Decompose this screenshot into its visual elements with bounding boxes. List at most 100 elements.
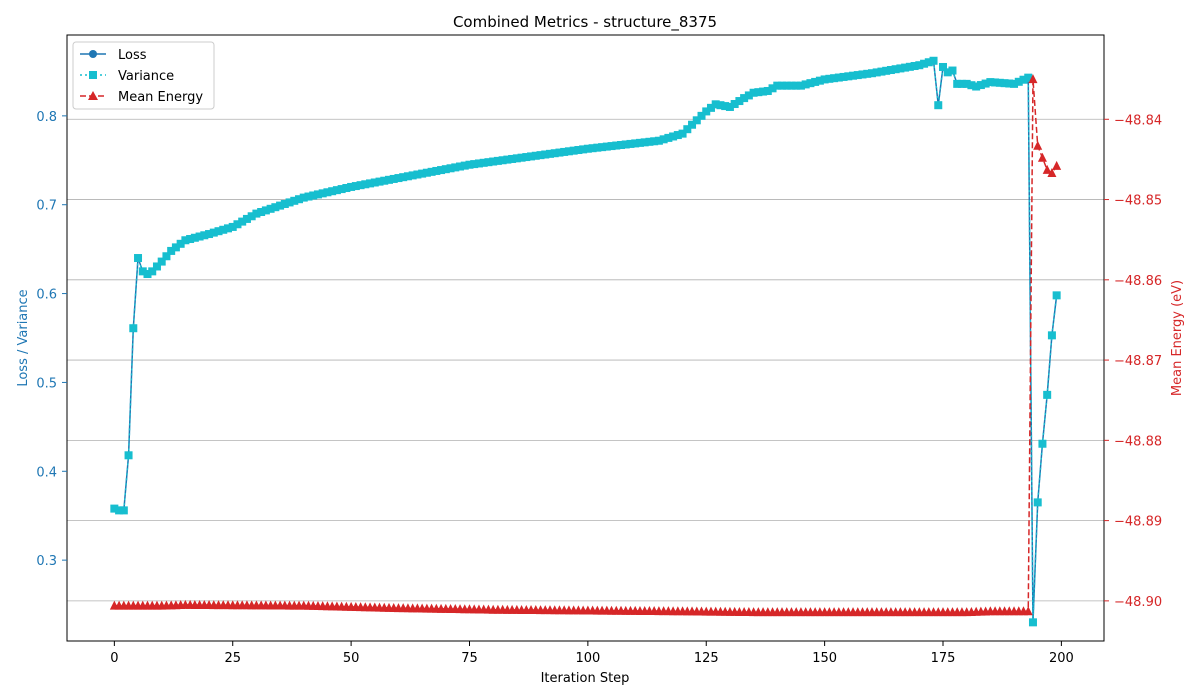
variance-point-94 (555, 148, 564, 157)
x-tick-label-2: 50 (343, 651, 360, 666)
legend-item-loss: Loss (80, 48, 147, 63)
legend-item-variance: Variance (80, 69, 174, 84)
variance-point-36 (280, 200, 289, 209)
mean-energy-point-199 (1052, 160, 1062, 170)
variance-point-56 (375, 177, 384, 186)
variance-point-44 (318, 189, 327, 198)
variance-point-115 (654, 136, 663, 145)
variance-point-89 (531, 151, 540, 160)
variance-point-27 (238, 217, 247, 226)
variance-point-103 (598, 143, 607, 152)
variance-point-52 (356, 181, 365, 190)
variance-point-108 (621, 140, 630, 149)
variance-point-68 (432, 166, 441, 175)
variance-point-189 (1005, 79, 1014, 88)
variance-point-166 (896, 64, 905, 73)
y-left-tick-label-5: 0.8 (36, 110, 57, 125)
variance-point-33 (266, 204, 275, 213)
variance-point-126 (706, 103, 715, 112)
variance-point-22 (214, 227, 223, 236)
variance-point-96 (564, 147, 573, 156)
variance-point-198 (1047, 331, 1056, 340)
variance-point-134 (744, 91, 753, 100)
legend-variance-label: Variance (118, 69, 174, 84)
variance-point-92 (545, 149, 554, 158)
variance-point-156 (849, 71, 858, 80)
variance-point-173 (929, 56, 938, 65)
variance-point-181 (967, 81, 976, 90)
variance-point-60 (394, 174, 403, 183)
variance-point-28 (242, 214, 251, 223)
variance-point-91 (541, 150, 550, 159)
legend-energy-label: Mean Energy (118, 90, 203, 105)
variance-point-42 (309, 191, 318, 200)
variance-point-107 (617, 141, 626, 150)
variance-point-70 (441, 165, 450, 174)
variance-point-111 (635, 138, 644, 147)
y-right-tick-label-3: −48.87 (1114, 354, 1162, 369)
variance-point-58 (384, 175, 393, 184)
x-axis-label: Iteration Step (541, 671, 630, 686)
variance-point-163 (882, 66, 891, 75)
variance-point-71 (446, 164, 455, 173)
variance-point-196 (1038, 439, 1047, 448)
y-axis-right-label: Mean Energy (eV) (1170, 280, 1185, 396)
legend-loss-marker (89, 50, 97, 58)
mean-energy-point-198 (1047, 168, 1057, 178)
variance-point-66 (422, 168, 431, 177)
variance-point-17 (190, 233, 199, 242)
variance-point-54 (366, 179, 375, 188)
variance-point-180 (962, 79, 971, 88)
variance-point-37 (285, 198, 294, 207)
series-markers (109, 56, 1062, 627)
variance-point-19 (200, 231, 209, 240)
variance-point-25 (228, 222, 237, 231)
variance-point-112 (640, 138, 649, 147)
variance-point-1 (115, 506, 124, 515)
variance-point-193 (1024, 73, 1033, 82)
y-right-tick-label-5: −48.85 (1114, 194, 1162, 209)
variance-point-109 (626, 139, 635, 148)
variance-point-133 (740, 94, 749, 103)
markers-mean-energy (109, 74, 1062, 617)
variance-point-169 (910, 62, 919, 71)
variance-point-118 (669, 132, 678, 141)
variance-point-110 (631, 139, 640, 148)
variance-point-97 (569, 146, 578, 155)
markers-variance (110, 56, 1061, 627)
variance-point-187 (995, 78, 1004, 87)
variance-point-117 (664, 133, 673, 142)
variance-point-175 (939, 62, 948, 71)
variance-point-79 (484, 158, 493, 167)
variance-point-135 (749, 88, 758, 97)
variance-point-41 (304, 192, 313, 201)
variance-point-154 (839, 72, 848, 81)
variance-point-191 (1014, 77, 1023, 86)
variance-point-170 (915, 61, 924, 70)
variance-point-18 (195, 232, 204, 241)
variance-point-149 (815, 76, 824, 85)
variance-point-86 (517, 153, 526, 162)
variance-point-105 (607, 142, 616, 151)
variance-point-90 (536, 151, 545, 160)
variance-point-80 (489, 157, 498, 166)
variance-point-9 (152, 262, 161, 271)
variance-point-104 (602, 142, 611, 151)
variance-point-6 (138, 267, 147, 276)
x-tick-label-1: 25 (224, 651, 241, 666)
variance-point-61 (399, 173, 408, 182)
variance-point-11 (162, 252, 171, 261)
variance-point-186 (991, 78, 1000, 87)
variance-point-138 (763, 86, 772, 95)
variance-point-16 (186, 235, 195, 244)
variance-point-57 (380, 176, 389, 185)
variance-point-129 (721, 102, 730, 111)
variance-point-12 (167, 246, 176, 255)
chart-title: Combined Metrics - structure_8375 (453, 13, 717, 32)
plot-area-frame (66, 34, 1105, 642)
variance-point-4 (129, 324, 138, 333)
variance-point-167 (901, 63, 910, 72)
variance-point-124 (697, 111, 706, 120)
variance-point-148 (811, 77, 820, 86)
